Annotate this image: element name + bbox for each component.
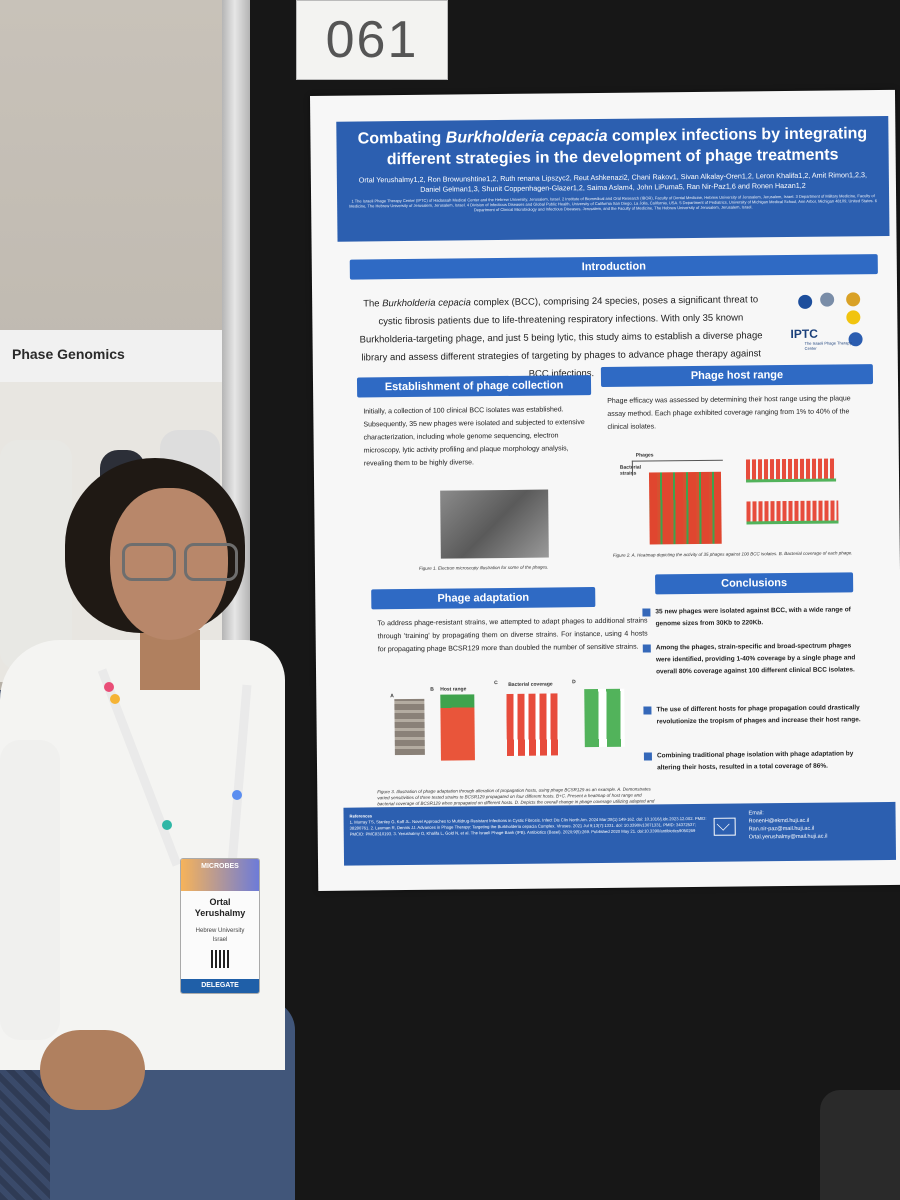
badge-country: Israel <box>212 937 228 943</box>
figure-1-caption: Figure 1. Electron microscopy illustrati… <box>418 564 549 571</box>
figure-2-caption: Figure 2. A. Heatmap depicting the activ… <box>612 550 853 558</box>
hand <box>40 1030 145 1110</box>
fig3-heatmap <box>440 694 475 761</box>
name-badge: MICROBES Ortal Yerushalmy Hebrew Univers… <box>180 858 260 994</box>
background-attendee <box>0 440 72 670</box>
poster-title: Combating Burkholderia cepacia complex i… <box>357 125 868 169</box>
eyeglasses <box>122 543 238 581</box>
scientific-poster: Combating Burkholderia cepacia complex i… <box>310 89 900 891</box>
coverage-bars-bottom-baseline <box>746 520 839 525</box>
intro-header: Introduction <box>349 254 878 280</box>
neck <box>140 630 200 690</box>
fig3-panel-c-label: C <box>494 680 498 687</box>
adaptation-header: Phage adaptation <box>371 587 596 610</box>
fig3-coverage-title: Bacterial coverage <box>508 681 553 688</box>
lanyard <box>97 668 252 867</box>
conclusion-item-2: Among the phages, strain-specific and br… <box>656 640 866 678</box>
collection-header: Establishment of phage collection <box>356 375 592 398</box>
michigan-logo <box>846 310 861 325</box>
bag <box>820 1090 900 1200</box>
poster-title-banner: Combating Burkholderia cepacia complex i… <box>336 115 890 242</box>
collection-text: Initially, a collection of 100 clinical … <box>363 406 585 468</box>
references-text: 1. Murray TS, Stanley G, Koff JL. Novel … <box>349 815 707 837</box>
booth-sign-text: Phase Genomics <box>12 346 125 362</box>
institution-logos: IPTC The Israeli Phage Therapy Center <box>790 290 881 371</box>
hebrew-university-logo <box>798 294 813 309</box>
coverage-bars-top-baseline <box>746 478 837 483</box>
fig3-host-range-title: Host range <box>440 686 467 693</box>
badge-first-name: Ortal <box>209 897 231 907</box>
host-range-header: Phage host range <box>600 364 874 387</box>
electron-micrograph <box>440 489 549 559</box>
hadassah-logo <box>820 292 835 307</box>
conclusion-item-3: The use of different hosts for phage pro… <box>656 702 866 728</box>
contact-emails: Email: RonenH@ekmd.huji.ac.il Ran.nir-pa… <box>748 808 888 841</box>
fig3-overall-coverage <box>584 688 625 748</box>
fig3-coverage-bars <box>506 693 559 756</box>
badge-organization: Hebrew University <box>195 928 245 934</box>
face <box>110 488 228 640</box>
adaptation-text: To address phage-resistant strains, we a… <box>377 617 648 654</box>
badge-event: MICROBES <box>181 859 259 891</box>
conclusions-header: Conclusions <box>655 572 854 595</box>
plaque-assay-image <box>394 698 425 756</box>
references: References 1. Murray TS, Stanley G, Koff… <box>350 810 710 838</box>
poster-footer: References 1. Murray TS, Stanley G, Koff… <box>343 801 897 866</box>
heatmap-figure <box>648 471 722 545</box>
contact-email-3: Ortal.yerushalmy@mail.huji.ac.il <box>748 833 828 841</box>
conclusion-item-1: 35 new phages were isolated against BCC,… <box>655 604 865 630</box>
mail-icon <box>713 817 736 836</box>
badge-last-name: Yerushalmy <box>194 908 246 918</box>
host-range-text: Phage efficacy was assessed by determini… <box>607 395 851 431</box>
fig2-phages-label: Phages <box>635 452 654 459</box>
iptc-logo-subtitle: The Israeli Phage Therapy Center <box>804 340 852 351</box>
conclusion-item-4: Combining traditional phage isolation wi… <box>657 748 867 774</box>
badge-role: DELEGATE <box>181 979 259 993</box>
fig3-panel-b-label: B <box>430 686 434 693</box>
fig3-panel-d-label: D <box>572 679 576 686</box>
iptc-logo: IPTC <box>790 326 818 341</box>
left-arm <box>0 740 60 1040</box>
poster-number: 061 <box>296 0 448 80</box>
foundation-logo <box>846 292 861 307</box>
qr-code-icon <box>211 950 229 968</box>
